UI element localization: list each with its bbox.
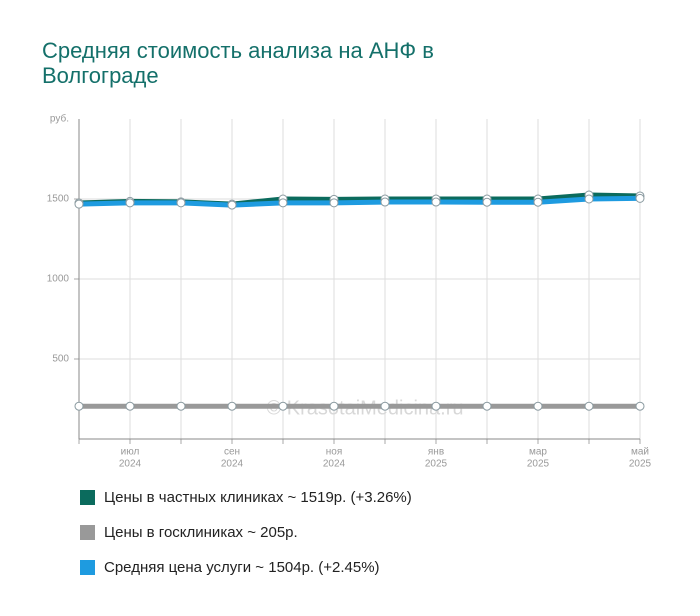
data-point [278, 198, 288, 208]
data-point [584, 194, 594, 204]
x-tick-label: ноя [326, 447, 343, 458]
data-point [329, 198, 339, 208]
x-tick-label: 2024 [119, 459, 142, 470]
data-point [431, 401, 441, 411]
data-point [125, 198, 135, 208]
legend-swatch [80, 560, 95, 575]
x-tick-label: 2024 [323, 459, 346, 470]
x-tick-label: янв [428, 447, 444, 458]
x-tick-label: июл [121, 447, 140, 458]
x-tick-label: 2025 [629, 459, 652, 470]
data-point [482, 197, 492, 207]
chart-title: Средняя стоимость анализа на АНФ в [42, 38, 434, 63]
x-tick-label: 2025 [425, 459, 448, 470]
data-point [74, 199, 84, 209]
chart-title: Волгограде [42, 63, 159, 88]
data-point [380, 197, 390, 207]
legend-label: Средняя цена услуги ~ 1504р. (+2.45%) [104, 559, 380, 576]
data-point [584, 401, 594, 411]
data-point [329, 401, 339, 411]
series-line [78, 195, 641, 208]
legend-swatch [80, 490, 95, 505]
y-tick-label: 1500 [47, 194, 70, 205]
data-point [380, 401, 390, 411]
y-tick-label: 500 [52, 354, 69, 365]
data-point [635, 193, 645, 203]
data-point [278, 401, 288, 411]
x-tick-label: май [631, 447, 649, 458]
data-point [125, 401, 135, 411]
x-tick-label: сен [224, 447, 240, 458]
data-point [176, 198, 186, 208]
x-tick-label: 2024 [221, 459, 244, 470]
data-point [431, 197, 441, 207]
x-tick-label: мар [529, 447, 547, 458]
data-point [74, 401, 84, 411]
data-point [227, 401, 237, 411]
legend-label: Цены в частных клиниках ~ 1519р. (+3.26%… [104, 489, 412, 506]
data-point [533, 401, 543, 411]
data-point [635, 401, 645, 411]
data-point [176, 401, 186, 411]
legend-label: Цены в госклиниках ~ 205р. [104, 524, 298, 541]
legend-swatch [80, 525, 95, 540]
x-tick-label: 2025 [527, 459, 550, 470]
data-point [227, 200, 237, 210]
data-point [533, 197, 543, 207]
y-tick-label: 1000 [47, 274, 70, 285]
data-point [482, 401, 492, 411]
y-axis-label: руб. [50, 113, 69, 125]
